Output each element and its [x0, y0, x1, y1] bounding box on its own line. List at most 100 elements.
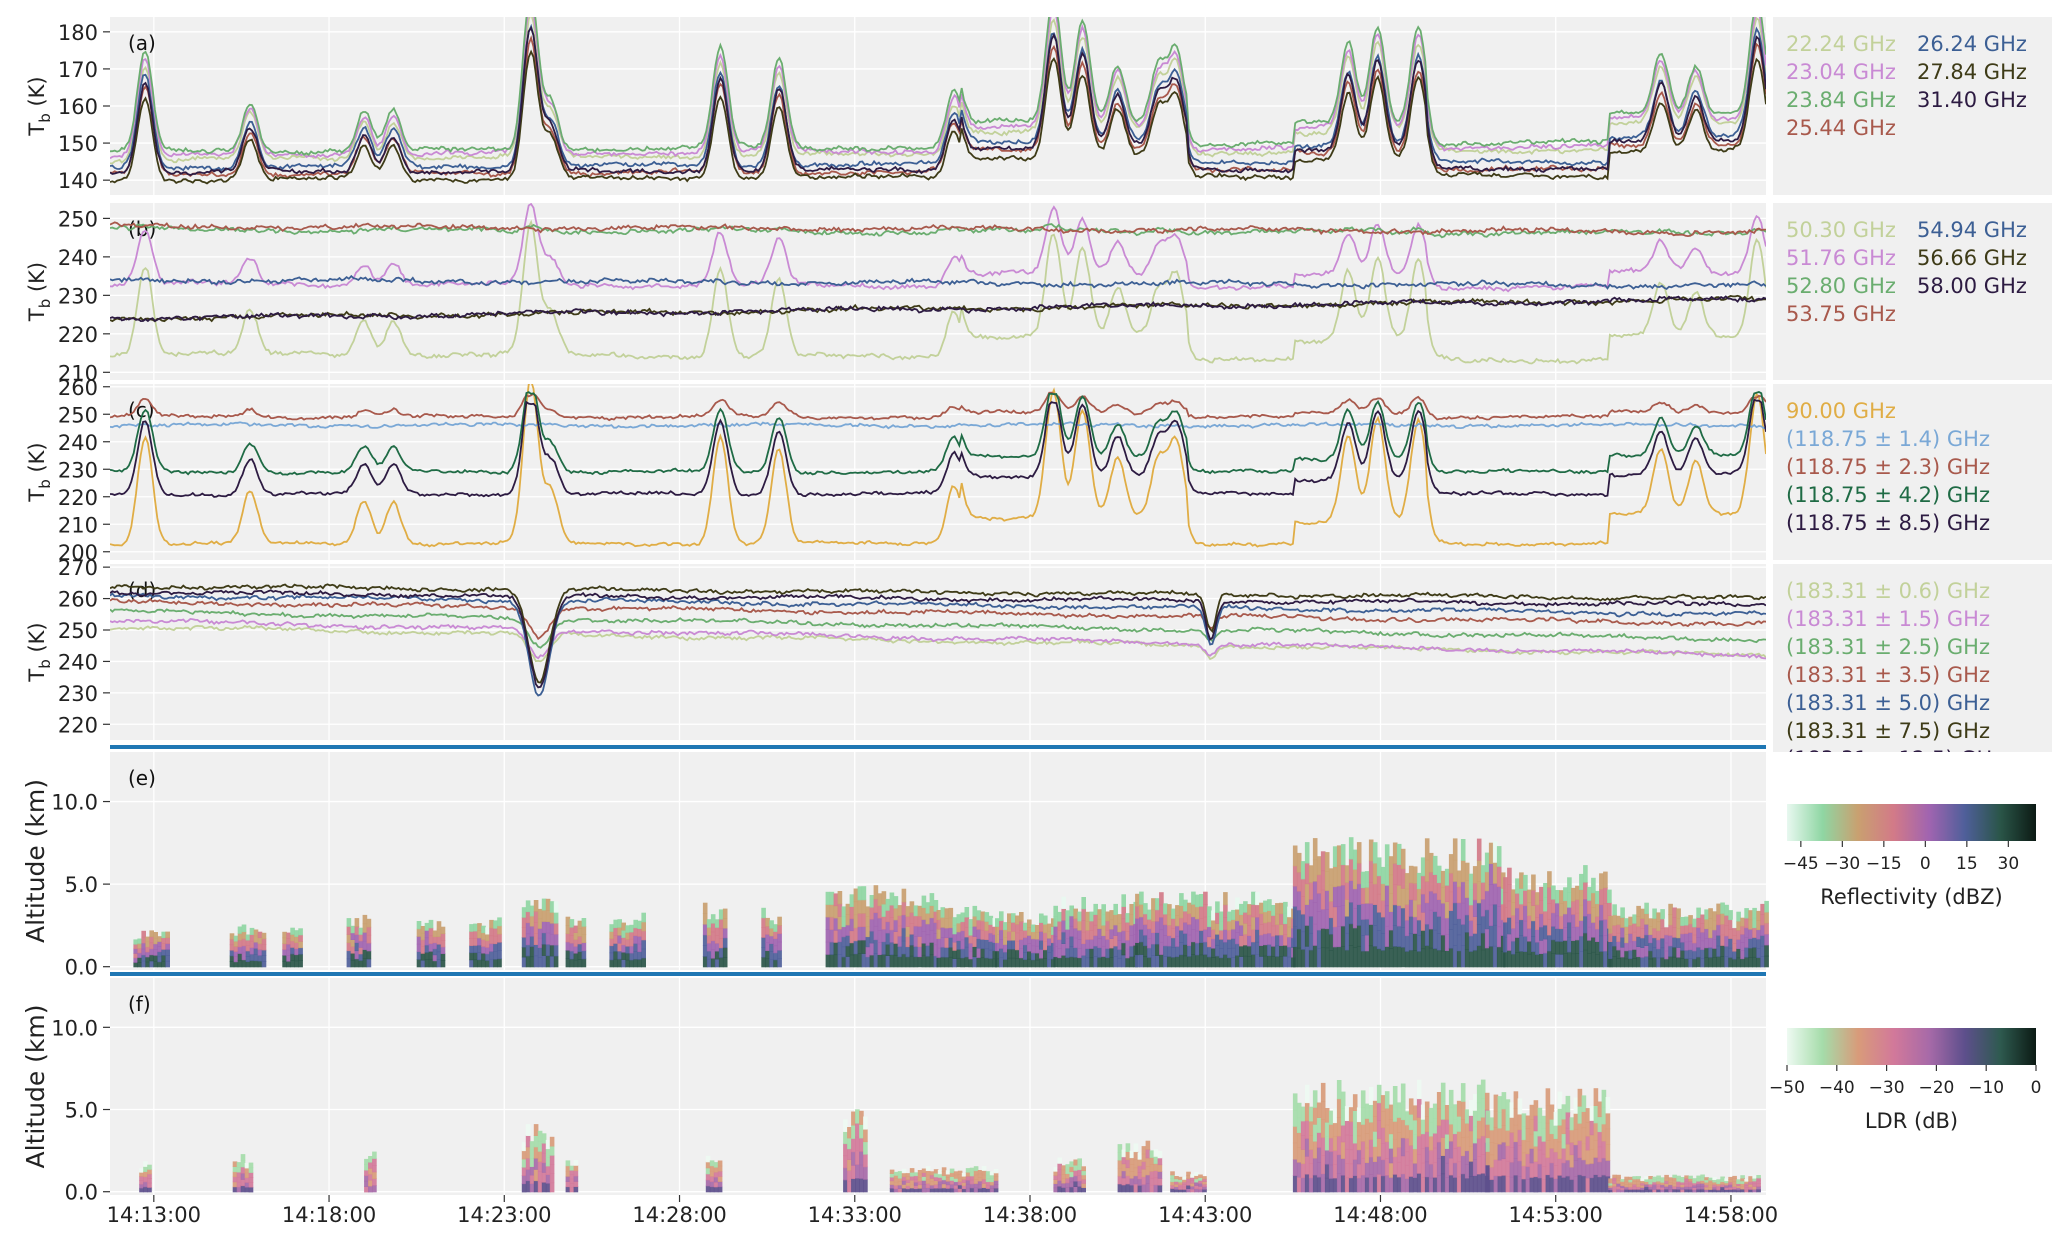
panel-d-ytick-label-1: 230 [58, 682, 98, 706]
panel-a-ylabel: Tb (K) [25, 76, 54, 136]
panel-c-series-118-75-4-2-ghz [110, 391, 1766, 476]
panel-d-series-183-31-7-5-ghz [110, 583, 1766, 684]
colorbar-e-tick-label-5: 30 [1998, 854, 2020, 874]
panel-a-series-23-04-ghz [110, 17, 1766, 160]
legend-entry-50-30-ghz: 50.30 GHz [1786, 218, 1896, 242]
xtick-label-6: 14:43:00 [1158, 1203, 1252, 1227]
panel-b-ytick-label-0: 210 [58, 361, 98, 385]
panel-c-ytick-label-1: 210 [58, 513, 98, 537]
panel-c-series-118-75-1-4-ghz [110, 421, 1766, 430]
panel-b-series-50-30-ghz [110, 219, 1766, 365]
panel-e-echo-3 [346, 914, 372, 968]
panel-e-echo-2 [282, 927, 303, 968]
legend-entry-183-31-3-5-ghz: (183.31 ± 3.5) GHz [1786, 663, 1990, 687]
legend-entry-52-80-ghz: 52.80 GHz [1786, 274, 1896, 298]
panel-b-series-52-80-ghz [110, 223, 1766, 239]
panel-e-echo-18 [1608, 900, 1769, 968]
legend-entry-56-66-ghz: 56.66 GHz [1917, 246, 2027, 270]
panel-d-series-183-31-3-5-ghz [110, 598, 1766, 641]
panel-e-echo-16 [1292, 837, 1506, 968]
colorbar-e [1787, 804, 2036, 841]
panel-e-echo-13 [995, 911, 1056, 968]
legend-entry-118-75-8-5-ghz: (118.75 ± 8.5) GHz [1786, 511, 1990, 535]
legend-b-background [1773, 203, 2052, 380]
legend-entry-25-44-ghz: 25.44 GHz [1786, 116, 1896, 140]
panel-f-echo-8 [1053, 1157, 1086, 1193]
legend-entry-183-31-1-5-ghz: (183.31 ± 1.5) GHz [1786, 607, 1990, 631]
xtick-label-5: 14:38:00 [983, 1203, 1077, 1227]
colorbar-e-area [1773, 752, 2052, 955]
panel-c-ytick-label-2: 220 [58, 486, 98, 510]
panel-b-background [110, 203, 1766, 380]
panel-d-series-183-31-2-5-ghz [110, 608, 1766, 649]
panel-d-ytick-label-5: 270 [58, 556, 98, 580]
panel-c-ylabel: Tb (K) [25, 442, 54, 502]
panel-f-echo-0 [139, 1161, 152, 1193]
colorbar-e-tick-label-2: −15 [1866, 854, 1902, 874]
panel-b-ytick-label-4: 250 [58, 207, 98, 231]
legend-entry-183-31-5-0-ghz: (183.31 ± 5.0) GHz [1786, 691, 1990, 715]
panel-label-d: (d) [128, 578, 156, 602]
panel-e-echo-8 [609, 912, 646, 968]
panel-f-echo-10 [1170, 1171, 1207, 1193]
panel-e-ytick-label-1: 5.0 [65, 873, 98, 897]
panel-a-series-31-40-ghz [110, 26, 1766, 176]
legend-entry-90-00-ghz: 90.00 GHz [1786, 399, 1896, 423]
colorbar-e-label: Reflectivity (dBZ) [1820, 885, 2002, 909]
panel-d-ytick-label-4: 260 [58, 588, 98, 612]
colorbar-f-tick-label-3: −20 [1918, 1078, 1954, 1098]
xtick-label-4: 14:33:00 [808, 1203, 902, 1227]
panel-f-echo-13 [1608, 1174, 1761, 1193]
legend-entry-23-84-ghz: 23.84 GHz [1786, 88, 1896, 112]
panel-b-ytick-label-1: 220 [58, 323, 98, 347]
panel-b-series-53-75-ghz [110, 221, 1766, 238]
panel-e-echo-4 [416, 919, 446, 968]
panel-e-echo-17 [1503, 865, 1612, 968]
legend-entry-51-76-ghz: 51.76 GHz [1786, 246, 1896, 270]
legend-c-background [1773, 384, 2052, 560]
panel-b-ytick-label-3: 240 [58, 246, 98, 270]
xtick-label-3: 14:28:00 [632, 1203, 726, 1227]
panel-c-series-90-00-ghz [110, 384, 1766, 548]
colorbar-f-tick-label-2: −30 [1869, 1078, 1905, 1098]
panel-b-series-51-76-ghz [110, 203, 1766, 293]
panel-e-echo-6 [521, 898, 559, 968]
panel-c-ytick-label-0: 200 [58, 541, 98, 565]
panel-d-ytick-label-2: 240 [58, 650, 98, 674]
panel-b-ylabel: Tb (K) [25, 262, 54, 322]
panel-e-echo-15 [1135, 891, 1296, 968]
colorbar-f-tick-label-1: −40 [1819, 1078, 1855, 1098]
panel-a-series-22-24-ghz [110, 17, 1766, 165]
legend-entry-183-31-0-6-ghz: (183.31 ± 0.6) GHz [1786, 579, 1990, 603]
panel-e-echo-12 [936, 905, 998, 968]
panel-f-echo-9 [1117, 1140, 1163, 1193]
panel-f-echo-7 [889, 1166, 999, 1193]
xtick-label-9: 14:58:00 [1684, 1203, 1778, 1227]
panel-e-ytick-label-0: 0.0 [65, 956, 98, 980]
colorbar-e-tick-label-1: −30 [1824, 854, 1860, 874]
panel-d-series-183-31-1-5-ghz [110, 617, 1766, 660]
xtick-label-7: 14:48:00 [1333, 1203, 1427, 1227]
colorbar-f-area [1773, 978, 2052, 1180]
panel-e-echo-11 [825, 885, 939, 968]
panel-e-ylabel: Altitude (km) [21, 779, 50, 943]
panel-d-series-183-31-0-6-ghz [110, 624, 1766, 663]
panel-c-ytick-label-6: 260 [58, 376, 98, 400]
legend-entry-118-75-2-3-ghz: (118.75 ± 2.3) GHz [1786, 455, 1990, 479]
colorbar-f-tick-label-5: 0 [2031, 1078, 2042, 1098]
panel-c-ytick-label-5: 250 [58, 403, 98, 427]
panel-f-echo-1 [232, 1154, 254, 1193]
panel-d-ytick-label-0: 220 [58, 713, 98, 737]
panel-c-series-118-75-2-3-ghz [110, 391, 1766, 422]
panel-f-ylabel: Altitude (km) [21, 1005, 50, 1169]
panel-e-echo-1 [229, 924, 267, 968]
panel-a-ytick-label-1: 150 [58, 132, 98, 156]
colorbar-e-tick-label-0: −45 [1783, 854, 1819, 874]
colorbar-e-tick-label-4: 15 [1956, 854, 1978, 874]
colorbar-f-tick-label-4: −10 [1968, 1078, 2004, 1098]
panel-c-ytick-label-4: 240 [58, 431, 98, 455]
legends-area: 22.24 GHz 23.04 GHz 23.84 GHz 25.44 GHz 26.2… [1769, 17, 2052, 1180]
legend-entry-183-31-7-5-ghz: (183.31 ± 7.5) GHz [1786, 719, 1990, 743]
